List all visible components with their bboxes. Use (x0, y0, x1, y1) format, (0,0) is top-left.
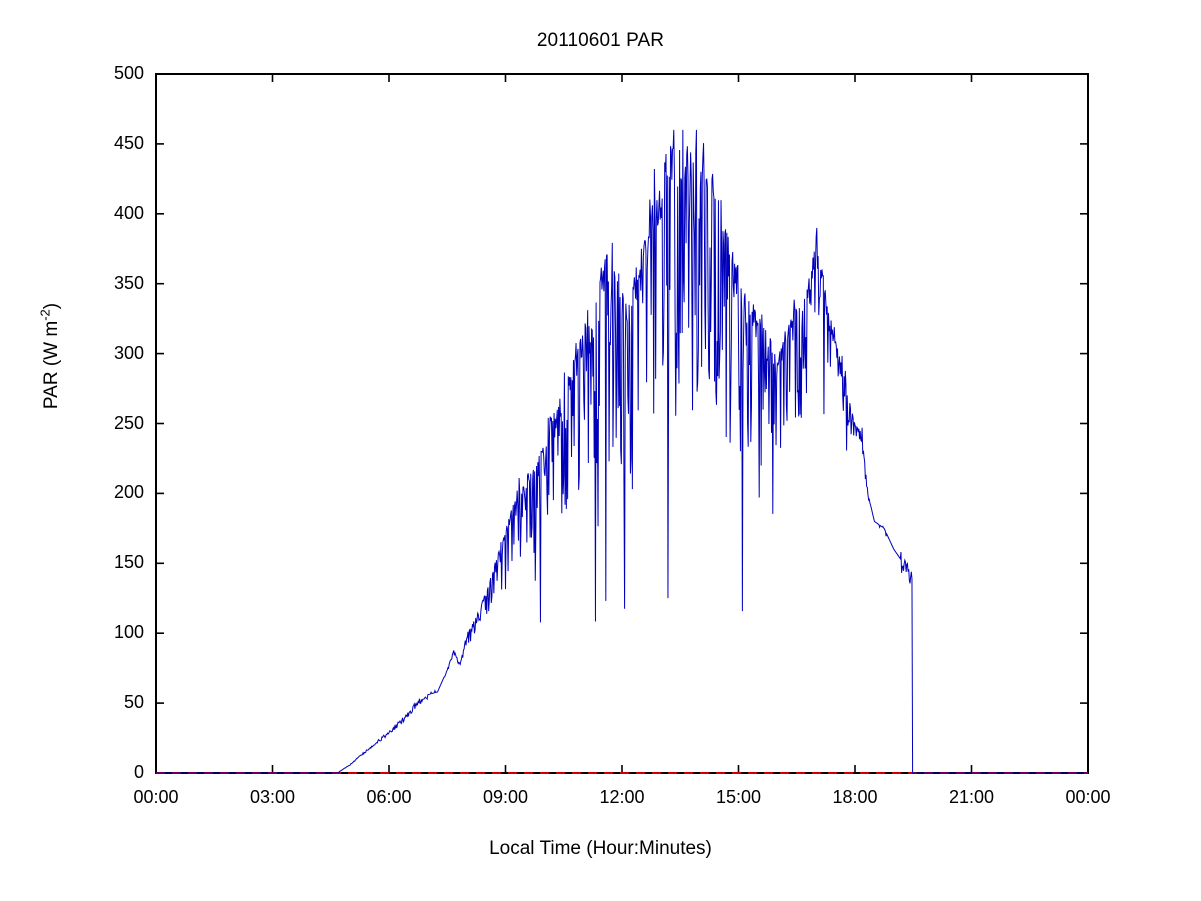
chart-title: 20110601 PAR (536, 30, 665, 51)
y-tick-label: 300 (113, 342, 144, 363)
y-tick-label: 500 (113, 63, 144, 83)
y-axis-title-close: ) (41, 302, 62, 310)
y-axis-title: PAR (W m-2) (37, 266, 63, 446)
y-axis-title-base: PAR (W m (41, 320, 62, 410)
y-tick-label: 100 (113, 622, 144, 643)
x-tick-label: 18:00 (832, 787, 878, 807)
x-axis-title: Local Time (Hour:Minutes) (489, 838, 712, 859)
y-tick-label: 50 (123, 692, 144, 713)
y-tick-label: 450 (113, 132, 144, 153)
x-tick-label: 21:00 (948, 787, 995, 807)
x-tick-label: 12:00 (599, 787, 645, 807)
x-tick-label: 15:00 (715, 787, 762, 807)
y-tick-label: 0 (133, 762, 144, 782)
y-tick-label: 150 (113, 552, 144, 573)
y-tick-label: 200 (113, 482, 144, 503)
x-tick-label: 09:00 (482, 787, 529, 807)
y-tick-label: 400 (113, 202, 144, 223)
y-tick-label: 250 (113, 412, 144, 433)
y-axis-title-exponent: -2 (37, 309, 53, 321)
x-tick-label: 03:00 (249, 787, 296, 807)
x-tick-label: 00:00 (133, 787, 179, 807)
y-tick-label: 350 (113, 272, 144, 293)
x-tick-label: 06:00 (366, 787, 412, 807)
x-tick-label: 00:00 (1065, 787, 1111, 807)
par-data-series (156, 129, 1088, 774)
